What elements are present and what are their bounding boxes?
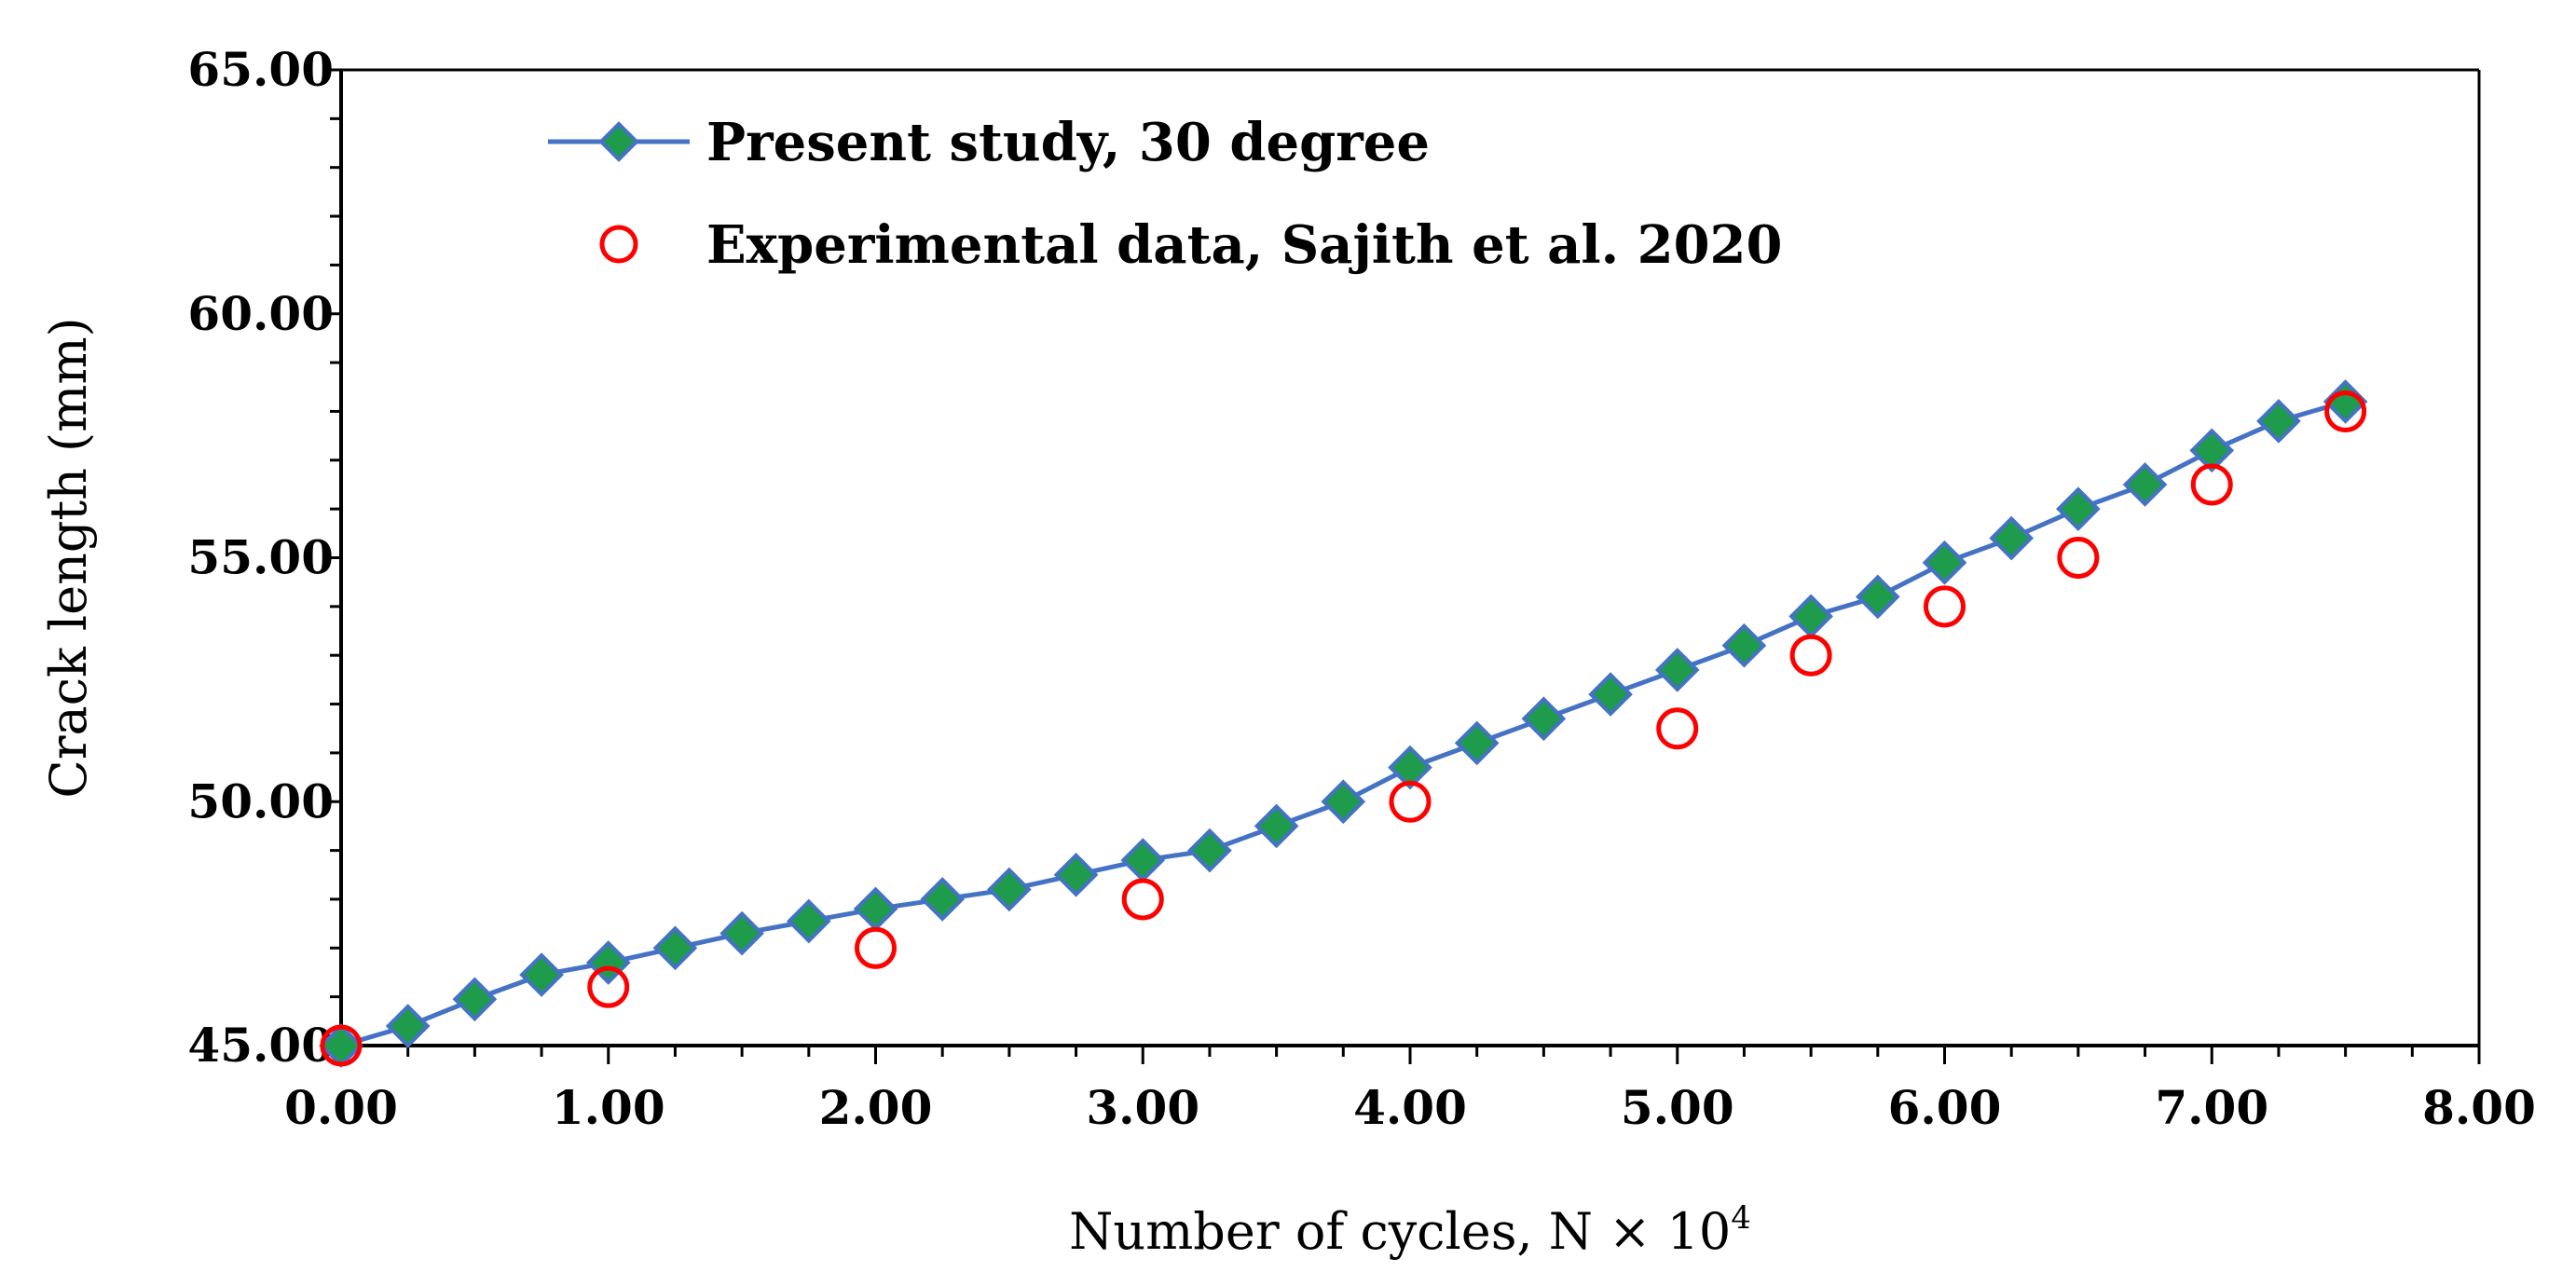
x-axis-title: Number of cycles, N × 104 <box>1069 1199 1751 1261</box>
present-study-point <box>2122 462 2168 507</box>
present-study-point <box>1053 852 1099 897</box>
series-layer <box>319 379 2368 1068</box>
present-study-point <box>987 867 1032 912</box>
experimental-point <box>855 926 897 969</box>
experimental-point <box>2190 463 2233 506</box>
present-study-point <box>1388 745 1432 790</box>
present-study-point <box>1454 720 1500 766</box>
experimental-point <box>1789 634 1832 677</box>
x-tick-label: 6.00 <box>1888 1080 2002 1135</box>
x-tick-label: 0.00 <box>284 1080 398 1135</box>
x-ticks <box>339 1046 2481 1064</box>
experimental-point <box>1389 780 1432 823</box>
present-study-point <box>1721 622 1767 668</box>
experimental-point <box>587 965 630 1008</box>
present-study-point <box>920 877 966 922</box>
y-tick-label: 45.00 <box>187 1018 334 1073</box>
y-tick-label: 55.00 <box>187 530 334 585</box>
present-study-point <box>519 952 564 997</box>
x-axis-title-text: Number of cycles, N × 10 <box>1069 1202 1731 1261</box>
present-study-point <box>452 977 498 1022</box>
y-axis-title: Crack length (mm) <box>39 317 98 798</box>
y-tick-label: 50.00 <box>187 773 334 828</box>
experimental-point <box>1924 585 1966 628</box>
legend-label-present-study: Present study, 30 degree <box>706 112 1430 173</box>
y-tick-label: 65.00 <box>187 42 334 97</box>
present-study-point <box>1254 803 1299 849</box>
legend-label-experimental: Experimental data, Sajith et al. 2020 <box>706 214 1782 276</box>
experimental-point <box>1121 878 1164 921</box>
present-study-point <box>2189 428 2235 473</box>
x-tick-label: 5.00 <box>1621 1080 1734 1135</box>
legend-item-present-study: Present study, 30 degree <box>548 112 1430 173</box>
experimental-point <box>2057 537 2100 579</box>
present-study-point <box>2056 486 2101 531</box>
y-tick-labels: 45.00 50.00 55.00 60.00 65.00 <box>187 42 334 1073</box>
experimental-point <box>2324 390 2367 432</box>
present-study-point <box>1588 672 1633 717</box>
present-study-point <box>1855 574 1900 620</box>
x-tick-label: 4.00 <box>1353 1080 1467 1135</box>
x-tick-label: 3.00 <box>1086 1080 1199 1135</box>
present-study-point <box>1187 828 1232 873</box>
present-study-point <box>652 925 698 971</box>
legend-item-experimental: Experimental data, Sajith et al. 2020 <box>599 214 1782 276</box>
legend: Present study, 30 degree Experimental da… <box>548 112 1782 276</box>
present-study-point <box>1989 515 2035 561</box>
legend-circle-marker <box>599 225 638 264</box>
experimental-point <box>320 1024 363 1067</box>
present-study-point <box>1654 648 1700 692</box>
present-study-point <box>719 910 764 956</box>
present-study-point <box>385 1004 431 1048</box>
y-tick-label: 60.00 <box>187 286 334 341</box>
x-axis-title-superscript: 4 <box>1731 1199 1751 1237</box>
present-study-point <box>2256 399 2301 444</box>
present-study-point <box>786 898 831 944</box>
present-study-point <box>1321 779 1366 825</box>
legend-diamond-marker <box>598 121 639 162</box>
x-tick-label: 2.00 <box>819 1080 933 1135</box>
x-tick-labels: 0.00 1.00 2.00 3.00 4.00 5.00 6.00 7.00 8.00 <box>284 1080 2536 1135</box>
present-study-point <box>1521 696 1567 742</box>
x-tick-label: 7.00 <box>2155 1080 2268 1135</box>
x-tick-label: 8.00 <box>2422 1080 2536 1135</box>
present-study-point <box>1922 540 1967 585</box>
x-tick-label: 1.00 <box>552 1080 665 1135</box>
experimental-point <box>1656 707 1699 750</box>
